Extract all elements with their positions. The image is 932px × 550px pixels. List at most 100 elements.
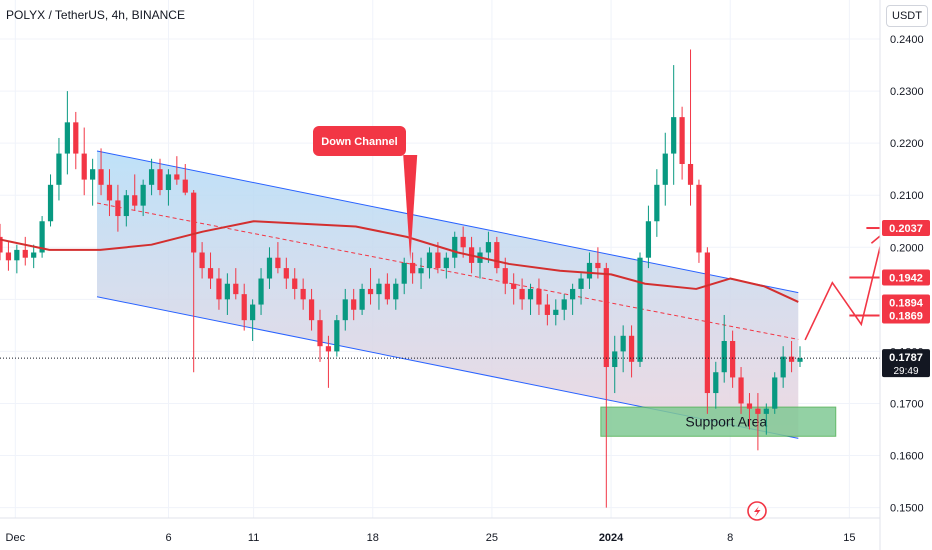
- x-tick-label: 8: [727, 532, 733, 544]
- candle-body: [772, 377, 778, 409]
- candle-body: [738, 377, 744, 404]
- candle-body: [241, 294, 247, 321]
- candle-body: [485, 242, 492, 253]
- candle-body: [763, 408, 769, 414]
- candle-body: [5, 252, 12, 261]
- y-tick-label: 0.1500: [890, 503, 924, 515]
- candle-body: [662, 153, 668, 185]
- candle-body: [721, 340, 727, 373]
- callout-box: [313, 126, 406, 156]
- candle-body: [90, 169, 96, 180]
- candle-body: [182, 179, 188, 193]
- moving-average: [0, 220, 880, 359]
- level-tag-label: 0.1869: [889, 310, 923, 322]
- channel-mid-line: [96, 202, 799, 340]
- projection-path: [804, 231, 888, 341]
- candle-body: [519, 288, 525, 300]
- candle-body: [435, 252, 441, 269]
- candle-body: [628, 335, 635, 362]
- candle-body: [460, 236, 466, 248]
- candle-body: [797, 358, 803, 362]
- candle-body: [308, 299, 315, 321]
- candle-body: [426, 252, 433, 269]
- projection-line: [804, 233, 885, 341]
- x-tick-label: 6: [165, 532, 171, 544]
- y-tick-label: 0.2100: [890, 190, 924, 202]
- candle-body: [393, 283, 399, 300]
- candle-body: [696, 184, 702, 253]
- candle-body: [140, 184, 146, 206]
- candle-body: [266, 257, 273, 279]
- candle-body: [544, 304, 550, 315]
- candle-body: [64, 122, 70, 154]
- candle-body: [687, 163, 694, 185]
- candle-body: [317, 320, 323, 347]
- candle-body: [654, 184, 660, 222]
- candle-body: [342, 299, 348, 321]
- candle-body: [258, 278, 264, 305]
- candle-body: [351, 299, 357, 310]
- candle-body: [132, 195, 138, 206]
- x-tick-label: 11: [248, 532, 259, 544]
- y-tick-label: 0.2000: [890, 242, 924, 254]
- candle-body: [679, 117, 685, 164]
- candle-body: [401, 262, 407, 284]
- level-tag-label: 0.2037: [889, 223, 923, 235]
- candle-body: [586, 262, 593, 279]
- level-tag: [882, 269, 930, 286]
- candle-body: [165, 174, 172, 191]
- candle-body: [730, 340, 736, 378]
- current-price-tag: [882, 349, 930, 378]
- candle-body: [334, 320, 340, 352]
- candle-body: [671, 117, 677, 154]
- channel-fill: [97, 150, 799, 439]
- y-tick-label: 0.2400: [890, 34, 924, 46]
- candle-body: [553, 309, 559, 315]
- candle-body: [570, 288, 576, 300]
- candle-body: [325, 346, 332, 352]
- x-tick-label: 25: [486, 532, 498, 544]
- candle-body: [22, 249, 28, 258]
- replay-icon[interactable]: [747, 501, 767, 521]
- level-tag: [882, 307, 930, 324]
- candle-body: [645, 221, 652, 258]
- level-tag-label: 0.1894: [889, 297, 924, 309]
- candle-body: [123, 195, 129, 217]
- candle-body: [275, 257, 281, 269]
- candle-body: [39, 221, 45, 253]
- candle-body: [755, 408, 761, 414]
- callout-pointer: [403, 155, 418, 261]
- candle-body: [527, 288, 534, 300]
- currency-button[interactable]: USDT: [886, 5, 928, 27]
- time-axis-bg: [0, 518, 880, 550]
- support-zone-rect: [600, 406, 837, 437]
- candle-body: [216, 278, 222, 300]
- level-tag: [882, 220, 930, 237]
- candle-body: [81, 153, 87, 180]
- countdown-label: 29:49: [893, 366, 918, 377]
- x-tick-label: Dec: [6, 532, 26, 544]
- x-tick-label: 18: [367, 532, 379, 544]
- level-tag: [882, 294, 930, 311]
- candle-body: [746, 403, 753, 409]
- candle-body: [283, 268, 289, 279]
- candle-body: [637, 257, 643, 362]
- candle-body: [300, 288, 306, 300]
- x-tick-label: 15: [843, 532, 855, 544]
- candle-body: [174, 174, 180, 180]
- candle-body: [0, 236, 3, 253]
- candle-body: [56, 153, 62, 185]
- candle-body: [47, 184, 54, 222]
- support-zone-label: Support Area: [685, 414, 767, 430]
- y-tick-label: 0.1700: [890, 398, 924, 410]
- candle-body: [502, 268, 508, 284]
- candle-body: [620, 335, 626, 352]
- candle-body: [595, 262, 601, 269]
- candle-body: [233, 283, 239, 295]
- chart-title: POLYX / TetherUS, 4h, BINANCE: [6, 8, 185, 22]
- candle-body: [384, 283, 390, 300]
- candle-body: [578, 278, 584, 289]
- candle-body: [73, 122, 79, 154]
- candle-body: [713, 372, 719, 394]
